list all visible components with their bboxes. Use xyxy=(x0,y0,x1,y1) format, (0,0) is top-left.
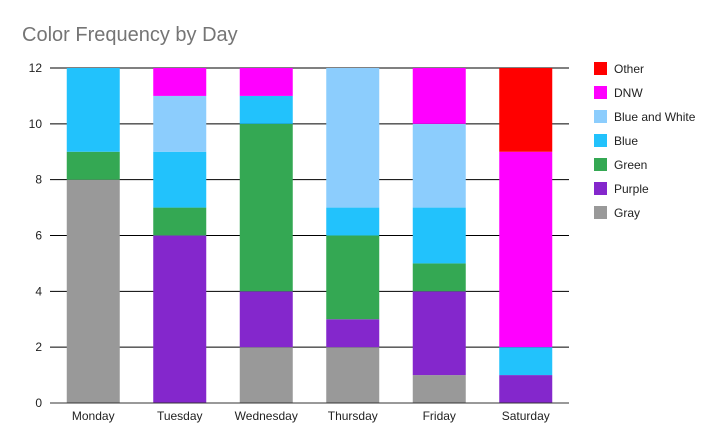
bar-segment-blue xyxy=(153,151,207,208)
legend-swatch xyxy=(594,182,607,195)
legend-swatch xyxy=(594,110,607,123)
bar-segment-purple xyxy=(412,291,466,376)
chart-title: Color Frequency by Day xyxy=(22,24,238,46)
bar-segment-green xyxy=(153,207,207,236)
y-tick-label: 0 xyxy=(35,396,42,410)
bar-segment-green xyxy=(239,123,293,292)
x-tick-label: Thursday xyxy=(328,409,378,423)
bar-segment-gray xyxy=(412,375,466,403)
bar-segment-blue xyxy=(326,207,380,236)
legend-swatch xyxy=(594,158,607,171)
bar-segment-dnw xyxy=(412,68,466,124)
bar-segment-blue-and-white xyxy=(153,95,207,152)
legend-swatch xyxy=(594,86,607,99)
bar-segment-blue xyxy=(499,347,553,376)
gridlines xyxy=(50,67,569,404)
x-tick-label: Monday xyxy=(72,409,115,423)
bar-segment-gray xyxy=(239,347,293,403)
bar-segment-gray xyxy=(326,347,380,403)
y-tick-label: 8 xyxy=(35,173,42,187)
y-tick-label: 2 xyxy=(35,340,42,354)
legend-label: DNW xyxy=(614,86,643,100)
bar-segment-dnw xyxy=(153,68,207,96)
bar-segment-blue xyxy=(66,68,120,152)
legend-label: Green xyxy=(614,158,647,172)
legend-label: Blue and White xyxy=(614,110,696,124)
x-tick-label: Friday xyxy=(423,409,456,423)
bar-segment-green xyxy=(326,235,380,320)
bar-segment-purple xyxy=(326,319,380,348)
legend-swatch xyxy=(594,134,607,147)
legend: Other DNW Blue and White Blue Green Purple Gra… xyxy=(594,62,696,220)
legend-label: Purple xyxy=(614,182,649,196)
legend-swatch xyxy=(594,62,607,75)
bar-segment-blue-and-white xyxy=(326,68,380,208)
y-tick-label: 12 xyxy=(29,61,43,75)
bar-segment-other xyxy=(499,68,553,152)
legend-label: Gray xyxy=(614,206,640,220)
x-axis-ticks: Monday Tuesday Wednesday Thursday Friday Satu… xyxy=(72,409,550,423)
x-tick-label: Saturday xyxy=(502,409,550,423)
legend-label: Other xyxy=(614,62,644,76)
legend-swatch xyxy=(594,206,607,219)
bar-segment-blue xyxy=(412,207,466,264)
bars xyxy=(50,68,569,404)
bar-segment-blue xyxy=(239,95,293,124)
bar-segment-blue-and-white xyxy=(412,123,466,208)
bar-segment-purple xyxy=(153,235,207,403)
y-tick-label: 10 xyxy=(29,117,43,131)
bar-segment-green xyxy=(66,151,120,180)
bar-segment-dnw xyxy=(239,68,293,96)
bar-segment-green xyxy=(412,263,466,292)
x-tick-label: Wednesday xyxy=(235,409,298,423)
y-tick-label: 6 xyxy=(35,229,42,243)
bar-segment-dnw xyxy=(499,151,553,348)
bar-segment-purple xyxy=(239,291,293,348)
bar-segment-gray xyxy=(66,179,120,403)
bar-segment-purple xyxy=(499,375,553,403)
y-tick-label: 4 xyxy=(35,284,42,298)
y-axis-ticks: 0 2 4 6 8 10 12 xyxy=(29,61,43,410)
legend-label: Blue xyxy=(614,134,638,148)
x-tick-label: Tuesday xyxy=(157,409,203,423)
